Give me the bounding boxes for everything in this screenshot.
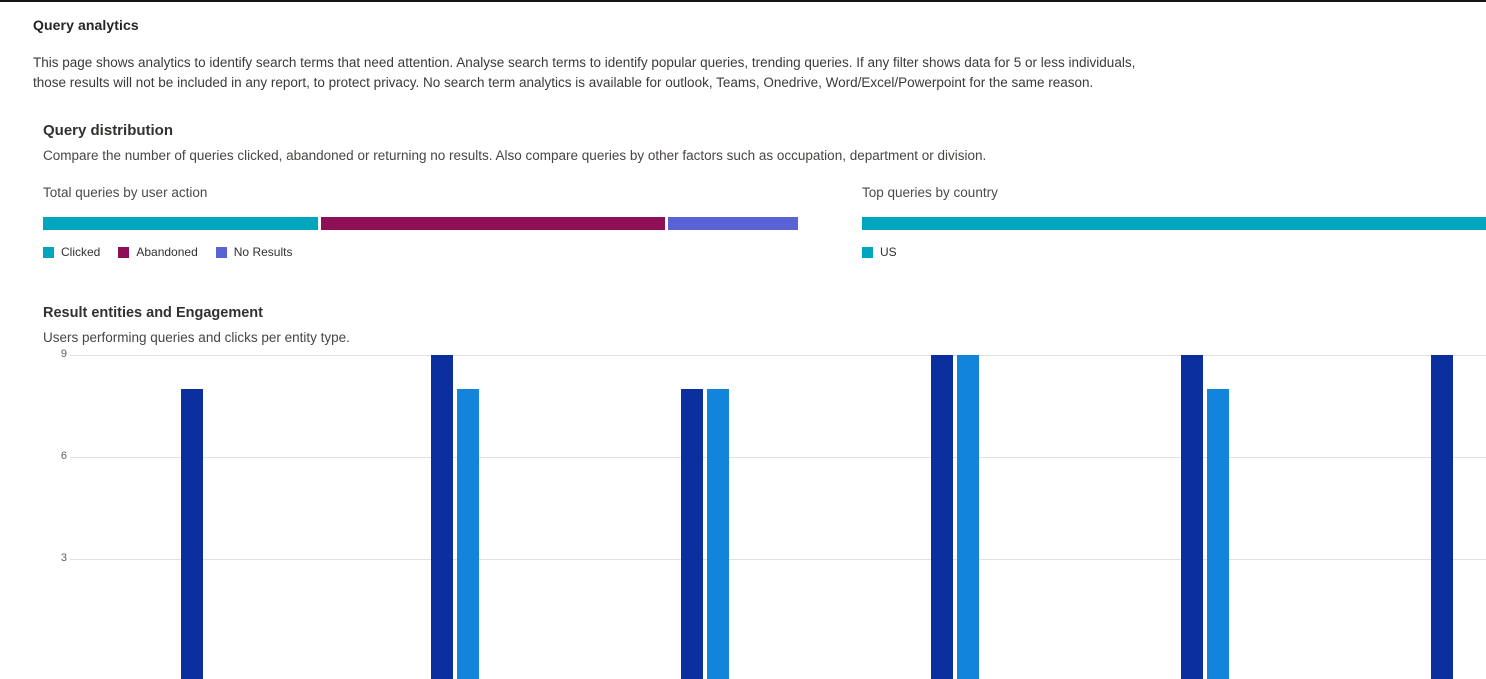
- legend-swatch-no-results: [215, 246, 227, 258]
- bar-series-1-group-4[interactable]: [931, 355, 953, 679]
- bar-series-1-group-5[interactable]: [1181, 355, 1203, 679]
- y-axis-tick-label: 6: [60, 450, 67, 462]
- bar-series-1-group-3[interactable]: [681, 389, 703, 679]
- legend-swatch-us: [862, 246, 873, 258]
- bar-series-2-group-5[interactable]: [1207, 389, 1229, 679]
- user-action-stacked-bar: [43, 217, 798, 230]
- segment-abandoned[interactable]: [320, 217, 665, 230]
- result-entities-section: Result entities and Engagement Users per…: [43, 305, 1486, 679]
- country-legend: US: [862, 245, 1486, 259]
- segment-us[interactable]: [862, 217, 1486, 230]
- segment-clicked[interactable]: [43, 217, 318, 230]
- legend-item-us: US: [862, 245, 897, 259]
- gridline-3: [70, 559, 1486, 560]
- y-axis-tick-label: 3: [60, 552, 67, 564]
- result-entities-description: Users performing queries and clicks per …: [43, 330, 350, 345]
- legend-label: No Results: [233, 245, 293, 259]
- legend-label: US: [880, 245, 897, 259]
- bar-series-1-group-6[interactable]: [1431, 355, 1453, 679]
- legend-swatch-abandoned: [118, 246, 130, 258]
- legend-item-clicked: Clicked: [43, 245, 100, 259]
- result-entities-title: Result entities and Engagement: [43, 305, 263, 321]
- entities-engagement-plot: [70, 355, 1486, 679]
- legend-item-no-results: No Results: [215, 245, 293, 259]
- legend-item-abandoned: Abandoned: [118, 245, 198, 259]
- query-distribution-section: Query distribution Compare the number of…: [43, 122, 1486, 259]
- y-axis-tick-label: 9: [60, 348, 67, 360]
- distribution-charts-row: Total queries by user action Clicked Aban…: [43, 185, 1486, 259]
- user-action-chart-title: Total queries by user action: [43, 185, 208, 200]
- entities-engagement-chart: 9 6 3: [43, 347, 1486, 679]
- bar-series-2-group-4[interactable]: [957, 355, 979, 679]
- country-chart-title: Top queries by country: [862, 185, 998, 200]
- top-border: [0, 0, 1486, 2]
- legend-swatch-clicked: [43, 246, 54, 258]
- page-description: This page shows analytics to identify se…: [33, 55, 1136, 90]
- query-distribution-title: Query distribution: [43, 122, 174, 139]
- legend-label: Clicked: [61, 245, 101, 259]
- bar-series-1-group-1[interactable]: [181, 389, 203, 679]
- gridline-9: [70, 355, 1486, 356]
- bar-series-2-group-3[interactable]: [707, 389, 729, 679]
- country-chart: Top queries by country US: [862, 185, 1486, 259]
- user-action-chart: Total queries by user action Clicked Aban…: [43, 185, 798, 259]
- bar-series-2-group-2[interactable]: [457, 389, 479, 679]
- segment-no-results[interactable]: [667, 217, 798, 230]
- bar-series-1-group-2[interactable]: [431, 355, 453, 679]
- country-stacked-bar: [862, 217, 1486, 230]
- user-action-legend: Clicked Abandoned No Results: [43, 245, 798, 259]
- page-title: Query analytics: [33, 17, 139, 33]
- legend-label: Abandoned: [136, 245, 198, 259]
- query-distribution-description: Compare the number of queries clicked, a…: [43, 148, 987, 163]
- gridline-6: [70, 457, 1486, 458]
